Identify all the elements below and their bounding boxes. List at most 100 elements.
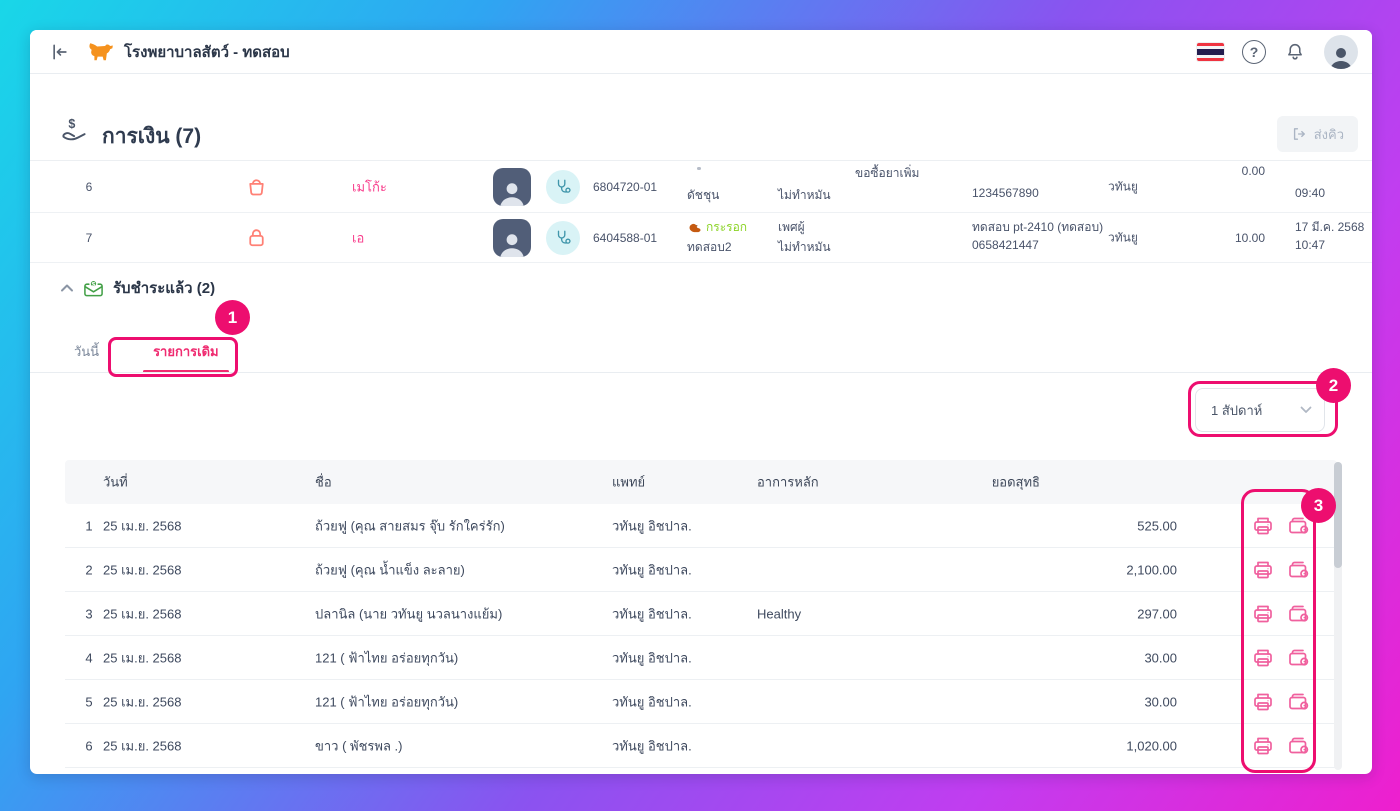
date-cell: 25 เม.ย. 2568 <box>103 518 182 533</box>
clipped-text-fragment <box>697 167 701 170</box>
doctor-cell: วทันยู อิชปาล. <box>612 738 692 753</box>
row-number: 3 <box>85 606 93 621</box>
chevron-down-icon <box>1300 406 1312 414</box>
print-receipt-icon[interactable] <box>1251 734 1275 758</box>
payment-wallet-icon[interactable] <box>1287 514 1311 538</box>
app-window: โรงพยาบาลสัตว์ - ทดสอบ ? $ <box>30 30 1372 774</box>
total-cell: 297.00 <box>1137 606 1177 621</box>
table-row: 2 25 เม.ย. 2568 ถ้วยฟู (คุณ น้ำแข็ง ละลา… <box>65 548 1337 592</box>
payment-wallet-icon[interactable] <box>1287 558 1311 582</box>
doctor-cell: วทันยู อิชปาล. <box>612 650 692 665</box>
name-cell: ถ้วยฟู (คุณ สายสมร จุ๊บ รักใคร่รัก) <box>315 518 505 533</box>
date-cell: 25 เม.ย. 2568 <box>103 562 182 577</box>
total-cell: 30.00 <box>1144 694 1177 709</box>
queue-row: 7 เอ 6404588-01 กระรอก <box>30 213 1372 263</box>
period-select[interactable]: 1 สัปดาห์ <box>1195 388 1325 432</box>
species-label: ดัชชุน <box>687 188 720 202</box>
lock-icon <box>244 225 269 250</box>
row-number: 4 <box>85 650 93 665</box>
paid-section-header: $ รับชำระแล้ว (2) <box>60 276 215 300</box>
thai-flag-language-icon[interactable] <box>1197 42 1224 61</box>
svg-text:$: $ <box>68 117 75 131</box>
appointment-bag-icon <box>244 174 269 199</box>
payment-wallet-icon[interactable] <box>1287 690 1311 714</box>
doctor-cell: วทันยู อิชปาล. <box>612 694 692 709</box>
print-receipt-icon[interactable] <box>1251 646 1275 670</box>
owner-phone-label: 1234567890 <box>972 186 1039 200</box>
species-label: ทดสอบ2 <box>687 240 732 254</box>
column-doctor: แพทย์ <box>612 474 646 490</box>
print-receipt-icon[interactable] <box>1251 690 1275 714</box>
tab-today[interactable]: วันนี้ <box>74 343 100 359</box>
time-label: 10:47 <box>1295 238 1326 252</box>
patient-name-link[interactable]: เอ <box>352 230 365 245</box>
table-row: 6 25 เม.ย. 2568 ขาว ( พัชรพล .) วทันยู อ… <box>65 724 1337 768</box>
amount-label: 0.00 <box>1241 164 1265 178</box>
row-number: 6 <box>85 738 93 753</box>
stethoscope-icon[interactable] <box>546 169 580 204</box>
hn-number: 6804720-01 <box>593 179 658 194</box>
column-name: ชื่อ <box>315 474 332 490</box>
name-cell: 121 ( ฟ้าไทย อร่อยทุกวัน) <box>315 694 459 709</box>
print-receipt-icon[interactable] <box>1251 602 1275 626</box>
history-table: วันที่ ชื่อ แพทย์ อาการหลัก ยอดสุทธิ 1 2… <box>65 460 1337 774</box>
tab-history[interactable]: รายการเดิม <box>143 341 229 373</box>
svg-text:$: $ <box>92 281 96 288</box>
neuter-status-label: ไม่ทำหมัน <box>778 240 831 254</box>
neuter-status-label: ไม่ทำหมัน <box>778 188 831 202</box>
finance-hand-dollar-icon: $ <box>58 116 90 146</box>
row-number: 2 <box>85 562 93 577</box>
paid-section-title: รับชำระแล้ว (2) <box>113 280 216 297</box>
name-cell: ปลานิล (นาย วทันยู นวลนางแย้ม) <box>315 606 503 621</box>
column-net-total: ยอดสุทธิ <box>991 474 1040 490</box>
send-queue-button[interactable]: ส่งคิว <box>1276 116 1358 152</box>
app-title: โรงพยาบาลสัตว์ - ทดสอบ <box>124 43 290 61</box>
table-row: 1 25 เม.ย. 2568 ถ้วยฟู (คุณ สายสมร จุ๊บ … <box>65 504 1337 548</box>
print-receipt-icon[interactable] <box>1251 514 1275 538</box>
table-row: 5 25 เม.ย. 2568 121 ( ฟ้าไทย อร่อยทุกวัน… <box>65 680 1337 724</box>
row-number: 7 <box>85 230 93 245</box>
print-receipt-icon[interactable] <box>1251 558 1275 582</box>
doctor-label: วทันยู <box>1108 179 1138 193</box>
total-cell: 30.00 <box>1144 650 1177 665</box>
payment-wallet-icon[interactable] <box>1287 646 1311 670</box>
patient-name-link[interactable]: เมโก้ะ <box>352 179 387 194</box>
stethoscope-icon[interactable] <box>546 220 580 255</box>
patient-avatar <box>493 218 531 257</box>
tab-bar: วันนี้ รายการเดิม <box>68 330 229 373</box>
species-colored: กระรอก <box>687 218 747 237</box>
name-cell: ขาว ( พัชรพล .) <box>315 738 403 753</box>
payment-wallet-icon[interactable] <box>1287 602 1311 626</box>
help-icon[interactable]: ? <box>1242 39 1266 64</box>
queue-row: 6 เมโก้ะ 6804720-01 ดัชชุน ไม่ทำหมัน ขอซ… <box>30 161 1372 213</box>
dog-logo-icon <box>84 40 114 64</box>
total-cell: 525.00 <box>1137 518 1177 533</box>
bell-icon[interactable] <box>1284 41 1306 63</box>
table-row <box>65 768 1337 774</box>
visit-note-label: ขอซื้อยาเพิ่ม <box>855 166 920 180</box>
symptom-cell: Healthy <box>757 606 802 621</box>
page-title: การเงิน (7) <box>102 125 202 148</box>
paid-mail-dollar-icon: $ <box>83 278 104 298</box>
payment-wallet-icon[interactable] <box>1287 734 1311 758</box>
name-cell: ถ้วยฟู (คุณ น้ำแข็ง ละลาย) <box>315 562 465 577</box>
date-cell: 25 เม.ย. 2568 <box>103 650 182 665</box>
gender-label: เพศผู้ <box>778 220 805 234</box>
doctor-cell: วทันยู อิชปาล. <box>612 562 692 577</box>
doctor-label: วทันยู <box>1108 230 1138 244</box>
row-number: 6 <box>85 179 93 194</box>
table-row: 3 25 เม.ย. 2568 ปลานิล (นาย วทันยู นวลนา… <box>65 592 1337 636</box>
doctor-cell: วทันยู อิชปาล. <box>612 518 692 533</box>
owner-phone-label: 0658421447 <box>972 238 1039 252</box>
page-header: $ การเงิน (7) ส่งคิว <box>30 74 1372 160</box>
sidebar-collapse-icon[interactable] <box>50 42 70 62</box>
time-label: 09:40 <box>1295 186 1326 200</box>
amount-label: 10.00 <box>1234 230 1265 245</box>
date-label: 17 มี.ค. 2568 <box>1295 220 1365 234</box>
table-row: 4 25 เม.ย. 2568 121 ( ฟ้าไทย อร่อยทุกวัน… <box>65 636 1337 680</box>
scrollbar-thumb[interactable] <box>1334 462 1342 568</box>
chevron-up-icon[interactable] <box>60 283 74 293</box>
row-number: 5 <box>85 694 93 709</box>
scrollbar-track[interactable] <box>1334 462 1342 770</box>
user-avatar[interactable] <box>1324 34 1358 69</box>
